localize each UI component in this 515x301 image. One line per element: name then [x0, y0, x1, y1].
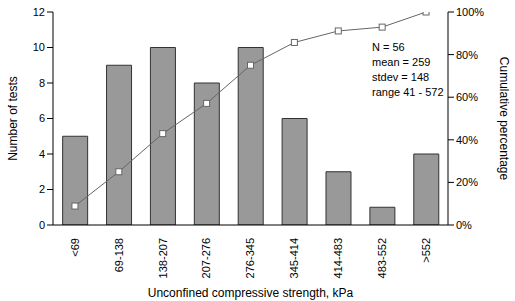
svg-text:345-414: 345-414: [288, 238, 300, 278]
svg-text:12: 12: [33, 6, 45, 18]
svg-text:Unconfined compressive strengt: Unconfined compressive strength, kPa: [148, 286, 354, 300]
svg-text:>552: >552: [420, 238, 432, 263]
svg-text:6: 6: [39, 112, 45, 124]
html-text:N = 56: N = 56: [372, 41, 405, 53]
svg-text:40%: 40%: [456, 134, 478, 146]
svg-text:414-483: 414-483: [332, 238, 344, 278]
svg-text:100%: 100%: [456, 6, 484, 18]
svg-text:20%: 20%: [456, 176, 478, 188]
svg-text:483-552: 483-552: [376, 238, 388, 278]
svg-text:4: 4: [39, 148, 45, 160]
svg-text:80%: 80%: [456, 49, 478, 61]
svg-text:10: 10: [33, 41, 45, 53]
svg-text:0: 0: [39, 219, 45, 231]
html-text:stdev = 148: stdev = 148: [372, 71, 430, 83]
svg-text:2: 2: [39, 183, 45, 195]
svg-text:Cumulative percentage: Cumulative percentage: [497, 57, 507, 181]
svg-text:<69: <69: [69, 238, 81, 257]
svg-text:8: 8: [39, 77, 45, 89]
html-text:mean = 259: mean = 259: [372, 56, 431, 68]
svg-text:138-207: 138-207: [157, 238, 169, 278]
svg-text:0%: 0%: [456, 219, 472, 231]
html-text:range 41 - 572: range 41 - 572: [372, 86, 444, 98]
svg-text:276-345: 276-345: [244, 238, 256, 278]
svg-text:69-138: 69-138: [113, 238, 125, 272]
svg-text:207-276: 207-276: [200, 238, 212, 278]
svg-text:Number of tests: Number of tests: [8, 76, 20, 161]
svg-text:60%: 60%: [456, 91, 478, 103]
